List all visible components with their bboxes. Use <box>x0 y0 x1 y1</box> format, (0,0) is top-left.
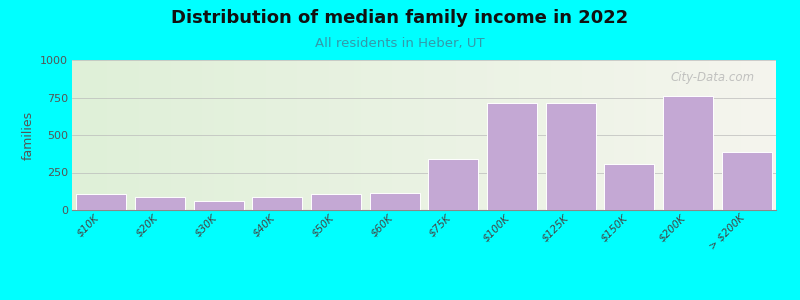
Bar <box>722 152 771 210</box>
Bar <box>370 193 419 210</box>
Bar <box>253 196 302 210</box>
Bar <box>605 164 654 210</box>
Text: City-Data.com: City-Data.com <box>670 70 755 83</box>
Bar <box>77 194 126 210</box>
Bar <box>546 103 595 210</box>
Text: Distribution of median family income in 2022: Distribution of median family income in … <box>171 9 629 27</box>
Bar <box>663 96 713 210</box>
Bar <box>135 196 185 210</box>
Text: All residents in Heber, UT: All residents in Heber, UT <box>315 38 485 50</box>
Bar <box>487 103 537 210</box>
Y-axis label: families: families <box>22 110 34 160</box>
Bar <box>429 159 478 210</box>
Bar <box>194 201 243 210</box>
Bar <box>311 194 361 210</box>
